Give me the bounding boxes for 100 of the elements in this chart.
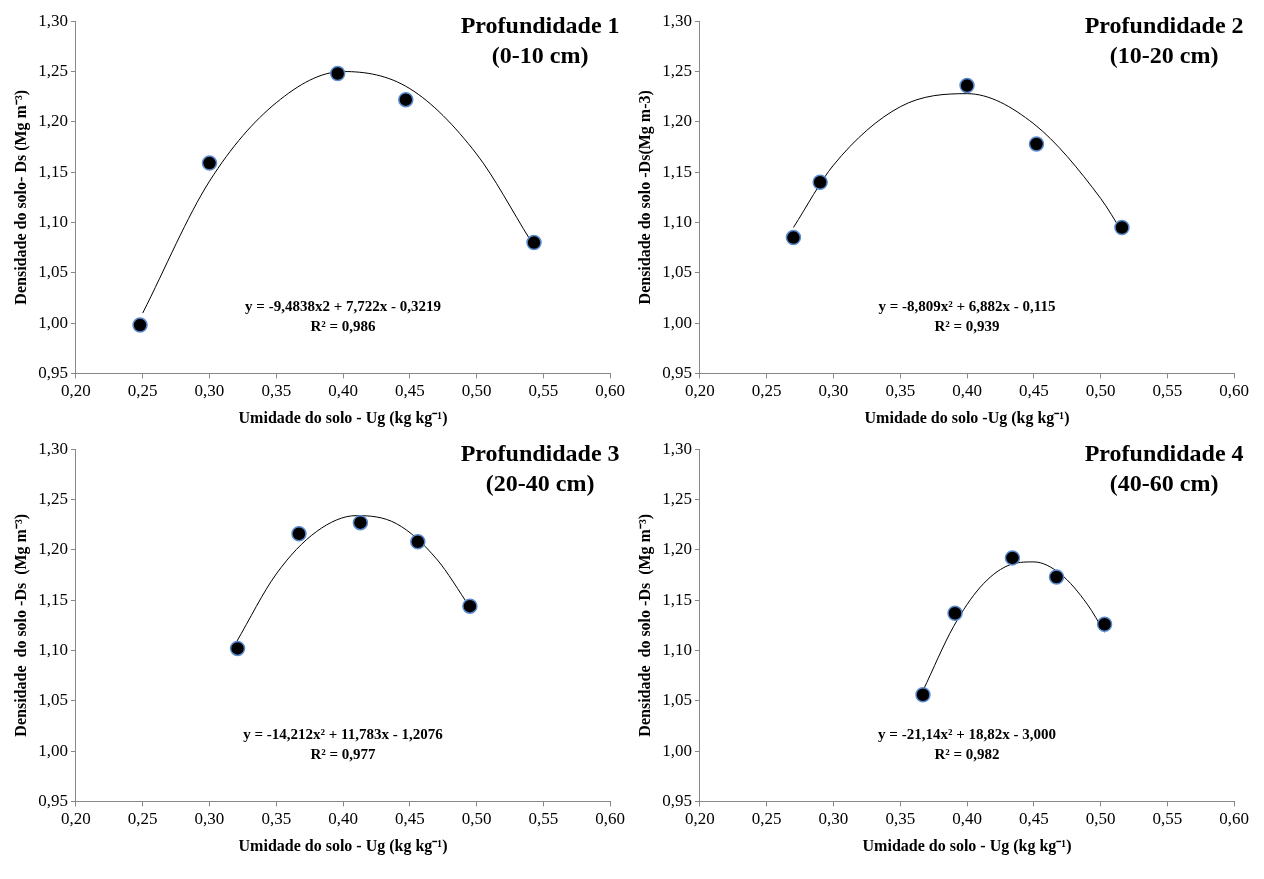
chart-title: Profundidade 2 bbox=[1084, 12, 1244, 39]
annotation: R² = 0,977 bbox=[310, 745, 377, 762]
annotation: y = -21,14x² + 18,82x - 3,000 bbox=[878, 725, 1056, 742]
x-tick-label: 0,35 bbox=[261, 809, 292, 829]
point bbox=[526, 234, 542, 251]
point bbox=[1028, 136, 1045, 152]
text: (40-60 cm) bbox=[1109, 470, 1219, 497]
y-tick-label: 1,25 bbox=[662, 488, 692, 508]
x-tick-label: 0,60 bbox=[1219, 381, 1249, 401]
y-tick-label: 1,30 bbox=[38, 438, 68, 458]
x-tick-label: 0,20 bbox=[61, 809, 91, 829]
x-tick-label: 0,45 bbox=[394, 381, 425, 401]
annotation: R² = 0,986 bbox=[310, 317, 377, 334]
x-tick-label: 0,45 bbox=[394, 809, 425, 829]
x-tick-label: 0,20 bbox=[685, 381, 715, 401]
x-tick-label: 0,60 bbox=[595, 809, 625, 829]
point bbox=[352, 514, 369, 531]
x-axis-title: Umidade do solo -Ug (kg kg⁻¹) bbox=[864, 408, 1070, 427]
annotation: y = -9,4838x2 + 7,722x - 0,3219 bbox=[245, 297, 441, 314]
y-tick-label: 0,95 bbox=[38, 790, 68, 810]
y-tick-label: 0,95 bbox=[38, 362, 68, 382]
x-tick-label: 0,30 bbox=[194, 809, 225, 829]
point bbox=[410, 534, 426, 550]
y-tick-label: 1,30 bbox=[38, 10, 68, 30]
x-axis-title: Umidade do solo - Ug (kg kg⁻¹) bbox=[862, 836, 1072, 855]
y-tick-label: 1,25 bbox=[662, 60, 692, 80]
y-tick-label: 1,30 bbox=[662, 438, 692, 458]
x-tick-label: 0,30 bbox=[818, 809, 849, 829]
point bbox=[201, 155, 218, 171]
y-tick-label: 1,05 bbox=[662, 262, 692, 282]
annotation: y = -14,212x² + 11,783x - 1,2076 bbox=[243, 725, 444, 742]
y-axis-title: Densidade do solo -Ds (Mg m⁻³) bbox=[11, 513, 30, 737]
point bbox=[812, 174, 828, 190]
y-axis-title: Densidade do solo -Ds (Mg m⁻³) bbox=[635, 513, 654, 737]
y-tick-label: 1,20 bbox=[662, 539, 692, 559]
x-tick-label: 0,60 bbox=[595, 381, 625, 401]
point bbox=[947, 605, 963, 621]
text: (10-20 cm) bbox=[1109, 42, 1219, 69]
y-tick-label: 1,10 bbox=[662, 639, 692, 659]
y-tick-label: 1,10 bbox=[662, 211, 692, 231]
x-tick-label: 0,35 bbox=[261, 381, 292, 401]
y-tick-label: 1,25 bbox=[38, 60, 68, 80]
y-axis-title: Densidade do solo -Ds(Mg m-3) bbox=[635, 90, 654, 305]
x-tick-label: 0,50 bbox=[461, 381, 492, 401]
y-tick-label: 1,00 bbox=[38, 740, 68, 760]
y-tick-label: 1,25 bbox=[38, 488, 68, 508]
point bbox=[1096, 616, 1113, 633]
point bbox=[291, 525, 307, 542]
x-tick-label: 0,20 bbox=[685, 809, 715, 829]
x-tick-label: 0,60 bbox=[1219, 809, 1249, 829]
x-tick-label: 0,40 bbox=[328, 381, 358, 401]
y-tick-label: 1,15 bbox=[662, 161, 692, 181]
x-tick-label: 0,30 bbox=[194, 381, 225, 401]
y-tick-label: 1,05 bbox=[38, 262, 68, 282]
point bbox=[462, 598, 478, 614]
x-tick-label: 0,20 bbox=[61, 381, 91, 401]
text: (0-10 cm) bbox=[491, 42, 589, 69]
x-tick-label: 0,55 bbox=[1152, 809, 1183, 829]
x-tick-label: 0,40 bbox=[952, 381, 982, 401]
x-tick-label: 0,30 bbox=[818, 381, 849, 401]
y-tick-label: 1,10 bbox=[38, 639, 68, 659]
point bbox=[785, 229, 802, 246]
y-tick-label: 1,10 bbox=[38, 211, 68, 231]
y-tick-label: 1,20 bbox=[662, 111, 692, 131]
point bbox=[959, 77, 975, 94]
x-axis-title: Umidade do solo - Ug (kg kg⁻¹) bbox=[238, 836, 448, 855]
x-tick-label: 0,35 bbox=[885, 809, 916, 829]
y-axis-title: Densidade do solo- Ds (Mg m⁻³) bbox=[11, 89, 30, 305]
annotation: y = -8,809x² + 6,882x - 0,115 bbox=[878, 297, 1056, 314]
x-tick-label: 0,55 bbox=[1152, 381, 1183, 401]
y-tick-label: 1,00 bbox=[662, 312, 692, 332]
y-tick-label: 1,30 bbox=[662, 10, 692, 30]
point bbox=[329, 65, 346, 82]
x-tick-label: 0,50 bbox=[461, 809, 492, 829]
point bbox=[1004, 550, 1021, 566]
x-tick-label: 0,40 bbox=[952, 809, 982, 829]
x-tick-label: 0,45 bbox=[1018, 381, 1049, 401]
chart-title: Profundidade 4 bbox=[1084, 440, 1244, 467]
x-tick-label: 0,25 bbox=[127, 809, 158, 829]
y-tick-label: 1,00 bbox=[38, 312, 68, 332]
x-tick-label: 0,50 bbox=[1085, 381, 1116, 401]
y-tick-label: 1,05 bbox=[662, 690, 692, 710]
x-tick-label: 0,40 bbox=[328, 809, 358, 829]
annotation: R² = 0,939 bbox=[934, 317, 1000, 334]
x-tick-label: 0,55 bbox=[528, 809, 559, 829]
point bbox=[1114, 219, 1130, 236]
point bbox=[915, 686, 931, 703]
y-tick-label: 1,15 bbox=[38, 161, 68, 181]
y-tick-label: 1,00 bbox=[662, 740, 692, 760]
point bbox=[229, 640, 246, 657]
x-tick-label: 0,50 bbox=[1085, 809, 1116, 829]
y-tick-label: 1,05 bbox=[38, 690, 68, 710]
x-tick-label: 0,45 bbox=[1018, 809, 1049, 829]
chart-title: Profundidade 1 bbox=[460, 12, 620, 39]
y-tick-label: 1,15 bbox=[662, 589, 692, 609]
y-tick-label: 1,20 bbox=[38, 539, 68, 559]
y-tick-label: 0,95 bbox=[662, 790, 692, 810]
y-tick-label: 1,15 bbox=[38, 589, 68, 609]
x-tick-label: 0,25 bbox=[751, 381, 782, 401]
x-tick-label: 0,25 bbox=[751, 809, 782, 829]
